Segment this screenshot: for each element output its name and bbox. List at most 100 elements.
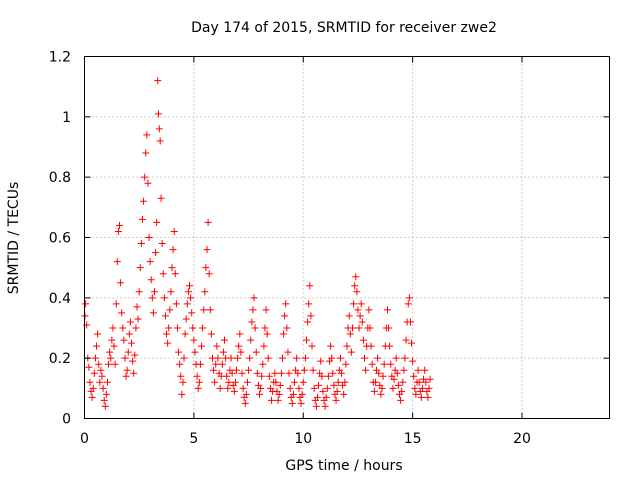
- data-point: [146, 258, 154, 266]
- data-point: [385, 324, 393, 332]
- data-point: [284, 348, 292, 356]
- data-point: [334, 378, 342, 386]
- data-point: [321, 402, 329, 410]
- data-point: [294, 369, 302, 377]
- data-point: [143, 131, 151, 139]
- data-point: [241, 399, 249, 407]
- data-point: [96, 378, 104, 386]
- data-point: [99, 384, 107, 392]
- data-point: [123, 366, 131, 374]
- y-tick-label: 0.6: [49, 231, 71, 247]
- data-point: [175, 348, 183, 356]
- data-point: [323, 384, 331, 392]
- data-point: [328, 354, 336, 362]
- data-point: [111, 360, 119, 368]
- data-point: [173, 324, 181, 332]
- chart-title: Day 174 of 2015, SRMTID for receiver zwe…: [191, 20, 497, 36]
- data-point: [156, 137, 164, 145]
- data-point: [357, 300, 365, 308]
- data-point: [131, 351, 139, 359]
- data-point: [178, 390, 186, 398]
- data-point: [275, 390, 283, 398]
- data-point: [282, 300, 290, 308]
- data-point: [154, 77, 162, 85]
- data-point: [350, 300, 358, 308]
- data-point: [164, 339, 172, 347]
- data-point: [306, 282, 314, 290]
- data-point: [405, 294, 413, 302]
- data-point: [105, 360, 113, 368]
- data-point: [324, 372, 332, 380]
- data-point: [298, 390, 306, 398]
- data-point: [158, 240, 166, 248]
- data-point: [145, 234, 153, 241]
- data-point: [277, 369, 285, 377]
- x-tick-label: 5: [189, 431, 198, 447]
- grid: [84, 56, 610, 419]
- data-point: [293, 354, 301, 362]
- data-point: [274, 396, 282, 404]
- data-point: [383, 306, 391, 314]
- data-point: [359, 336, 367, 344]
- data-point: [341, 378, 349, 386]
- data-point: [333, 387, 341, 395]
- y-tick-label: 0.2: [49, 351, 71, 367]
- data-point: [301, 354, 309, 362]
- data-point: [114, 227, 122, 235]
- data-point: [135, 288, 143, 296]
- data-point: [264, 354, 272, 362]
- data-point: [338, 369, 346, 377]
- data-point: [336, 354, 344, 362]
- data-point: [126, 318, 134, 326]
- data-point: [248, 318, 256, 326]
- data-point: [203, 246, 211, 254]
- x-tick-label: 15: [404, 431, 422, 447]
- data-point: [408, 339, 416, 347]
- data-point: [121, 354, 129, 362]
- data-point: [177, 372, 185, 380]
- data-point: [347, 348, 355, 356]
- data-point: [113, 258, 121, 266]
- data-point: [368, 360, 376, 368]
- data-point: [195, 378, 203, 386]
- data-point: [189, 324, 197, 332]
- data-point: [268, 396, 276, 404]
- data-point: [210, 366, 218, 374]
- data-point: [291, 378, 298, 386]
- data-point: [342, 360, 350, 368]
- data-point: [120, 336, 128, 344]
- data-point: [89, 384, 97, 392]
- data-point: [401, 354, 409, 362]
- data-point: [353, 288, 361, 296]
- data-point: [206, 306, 214, 314]
- data-point: [355, 324, 363, 332]
- x-tick-label: 0: [80, 431, 89, 447]
- data-point: [132, 324, 140, 332]
- data-point: [303, 336, 311, 344]
- data-point: [109, 324, 117, 332]
- data-point: [278, 354, 286, 362]
- data-point: [356, 312, 364, 320]
- data-point: [421, 366, 429, 374]
- data-point: [378, 384, 386, 392]
- data-point: [258, 372, 266, 380]
- data-point: [190, 336, 198, 344]
- data-point: [297, 399, 305, 407]
- data-point: [261, 324, 269, 332]
- data-point: [414, 366, 422, 374]
- data-point: [425, 384, 433, 392]
- data-point: [107, 354, 115, 362]
- data-point: [319, 387, 327, 395]
- data-point: [397, 396, 405, 404]
- data-point: [102, 390, 110, 398]
- data-point: [283, 324, 291, 332]
- data-point: [358, 318, 366, 326]
- data-point: [375, 369, 383, 377]
- data-point: [332, 396, 340, 404]
- data-point: [236, 330, 244, 338]
- data-point: [247, 336, 255, 344]
- data-point: [233, 366, 241, 374]
- data-point: [90, 369, 98, 377]
- data-point: [366, 324, 374, 332]
